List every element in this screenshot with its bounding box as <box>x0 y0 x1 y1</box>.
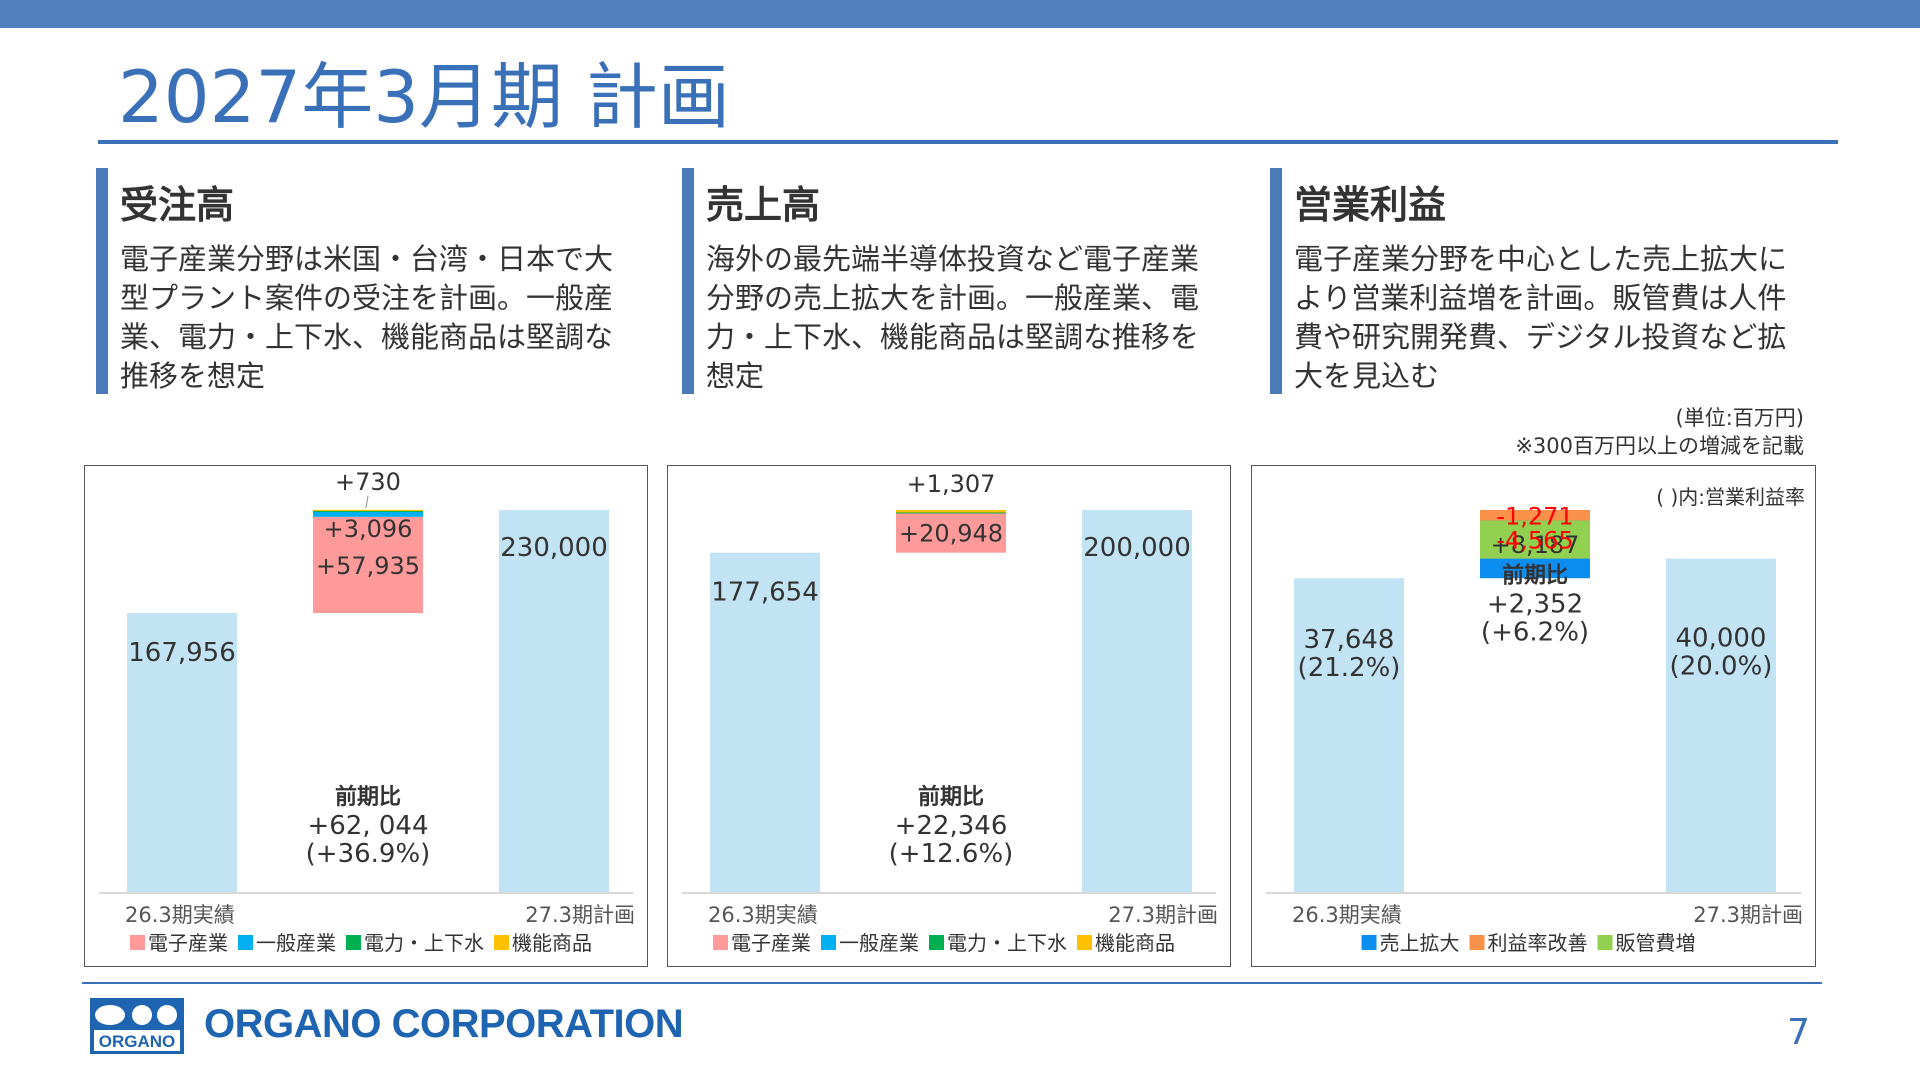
legend-swatch-margin_improvement <box>1469 935 1485 950</box>
legend-swatch-functional <box>1077 935 1092 950</box>
value-label-start: 37,648 <box>1304 625 1395 655</box>
operating-profit-waterfall-chart: 37,648(21.2%) 40,000(20.0%) +8,187-1,271-4… <box>1266 485 1805 955</box>
change-value: +62, 044 <box>307 811 428 841</box>
section-body: 電子産業分野は米国・台湾・日本で大型プラント案件の受注を計画。一般産業、電力・上… <box>120 242 614 393</box>
legend-swatch-electronic <box>713 935 728 950</box>
section-orders: 受注高 電子産業分野は米国・台湾・日本で大型プラント案件の受注を計画。一般産業、… <box>96 168 636 394</box>
category-label-end: 27.3期計画 <box>525 903 635 927</box>
bar-increment-electronic <box>896 512 1006 553</box>
bar-increment-electronic <box>313 516 423 614</box>
legend-label-power: 電力・上下水 <box>364 931 484 955</box>
legend-label-electronic: 電子産業 <box>731 931 811 955</box>
section-body: 海外の最先端半導体投資など電子産業分野の売上拡大を計画。一般産業、電力・上下水、… <box>706 242 1200 393</box>
change-percent: (+36.9%) <box>306 839 431 869</box>
change-title: 前期比 <box>918 784 984 810</box>
bar-increment-sga_increase <box>1480 520 1590 559</box>
label-leader-line <box>365 495 369 508</box>
section-body: 電子産業分野を中心とした売上拡大により営業利益増を計画。販管費は人件費や研究開発… <box>1294 242 1788 393</box>
increment-label-electronic: +20,948 <box>899 520 1003 548</box>
increment-label-margin_improvement: -1,271 <box>1496 502 1573 530</box>
value-label-end: 40,000 <box>1676 624 1767 654</box>
legend-label-general: 一般産業 <box>256 931 336 955</box>
bar-end <box>1082 510 1192 892</box>
title-underline <box>98 140 1838 144</box>
legend-swatch-general <box>821 935 836 950</box>
bar-end <box>1666 558 1776 892</box>
increment-label-sales_expansion: +8,187 <box>1491 531 1580 559</box>
value-sublabel-end: (20.0%) <box>1670 652 1773 682</box>
legend-label-sales_expansion: 売上拡大 <box>1380 931 1460 955</box>
bar-increment-general <box>313 511 423 517</box>
legend-swatch-sga_increase <box>1597 935 1613 950</box>
logo-text: ORGANO <box>99 1032 176 1051</box>
section-sales: 売上高 海外の最先端半導体投資など電子産業分野の売上拡大を計画。一般産業、電力・… <box>682 168 1222 394</box>
section-heading: 受注高 <box>120 183 235 227</box>
bar-start <box>1294 578 1404 892</box>
value-label-start: 167,956 <box>128 638 236 668</box>
section-operating-profit: 営業利益 電子産業分野を中心とした売上拡大により営業利益増を計画。販管費は人件費… <box>1270 168 1810 394</box>
page-number: 7 <box>1787 1012 1810 1053</box>
bar-start <box>710 552 820 892</box>
legend-swatch-sales_expansion <box>1361 935 1377 950</box>
unit-notes: (単位:百万円) ※300百万円以上の増減を記載 <box>1515 404 1804 460</box>
legend-label-sga_increase: 販管費増 <box>1616 931 1696 955</box>
page-title: 2027年3月期 計画 <box>118 55 730 139</box>
bar-increment-margin_improvement <box>1480 510 1590 521</box>
legend-label-margin_improvement: 利益率改善 <box>1488 931 1588 955</box>
bar-increment-functional <box>896 510 1006 513</box>
section-heading: 売上高 <box>706 183 821 227</box>
category-label-end: 27.3期計画 <box>1693 903 1803 927</box>
legend-swatch-functional <box>494 935 509 950</box>
chart-panel-operating-profit: 37,648 (21.2%) 40,000 (20.0%) +8,187 -1,271 -4… <box>1251 465 1816 967</box>
change-value: +22,346 <box>895 811 1008 841</box>
legend-label-functional: 機能商品 <box>512 931 592 955</box>
section-accent-bar <box>682 168 694 394</box>
chart-panel-sales: 177,654 200,000 +20,948 +1,307 前期比 +22,346 (+1… <box>667 465 1231 967</box>
sales-waterfall-chart: 177,654 200,000 +20,948 +1,307 前期比+22,346(+1… <box>682 470 1218 955</box>
increment-label-electronic: +57,935 <box>316 552 420 580</box>
organo-logo: ORGANO <box>90 998 184 1054</box>
bar-increment-power <box>313 511 423 513</box>
value-label-end: 200,000 <box>1083 533 1191 563</box>
section-heading: 営業利益 <box>1294 183 1447 227</box>
category-label-start: 26.3期実績 <box>708 903 818 927</box>
category-label-start: 26.3期実績 <box>125 903 235 927</box>
section-accent-bar <box>96 168 108 394</box>
category-label-start: 26.3期実績 <box>1292 903 1402 927</box>
value-sublabel-start: (21.2%) <box>1298 653 1401 683</box>
unit-note: (単位:百万円) <box>1675 406 1804 430</box>
chart-panel-orders: 167,956 230,000 +57,935 +3,096 +730 前期比 +62, 0… <box>84 465 648 967</box>
bar-start <box>127 613 237 892</box>
bar-end <box>499 510 609 892</box>
threshold-note: ※300百万円以上の増減を記載 <box>1515 434 1804 458</box>
section-accent-bar <box>1270 168 1282 394</box>
chart-note: ( )内:営業利益率 <box>1656 485 1805 509</box>
change-title: 前期比 <box>335 784 401 810</box>
company-name: ORGANO CORPORATION <box>204 1002 684 1046</box>
value-label-end: 230,000 <box>500 533 608 563</box>
value-label-start: 177,654 <box>711 578 819 608</box>
bar-increment-functional <box>313 509 423 512</box>
increment-label-functional: +1,307 <box>907 470 996 498</box>
increment-label-general: +3,096 <box>324 515 413 543</box>
change-percent: (+6.2%) <box>1481 618 1589 648</box>
increment-label-functional: +730 <box>335 468 401 496</box>
legend-label-electronic: 電子産業 <box>148 931 228 955</box>
legend-swatch-power <box>346 935 361 950</box>
change-title: 前期比 <box>1502 563 1568 589</box>
legend-label-power: 電力・上下水 <box>947 931 1067 955</box>
change-value: +2,352 <box>1487 590 1583 620</box>
legend-swatch-electronic <box>130 935 145 950</box>
orders-waterfall-chart: 167,956 230,000 +57,935 +3,096 +730 前期比+62, 0… <box>99 468 635 955</box>
change-percent: (+12.6%) <box>889 839 1014 869</box>
category-label-end: 27.3期計画 <box>1108 903 1218 927</box>
increment-label-sga_increase: -4,565 <box>1496 527 1573 555</box>
legend-swatch-general <box>238 935 253 950</box>
legend-swatch-power <box>929 935 944 950</box>
legend-label-functional: 機能商品 <box>1095 931 1175 955</box>
footer-rule <box>82 982 1822 984</box>
top-banner <box>0 0 1920 28</box>
bar-increment-power <box>896 512 1006 514</box>
legend-label-general: 一般産業 <box>839 931 919 955</box>
